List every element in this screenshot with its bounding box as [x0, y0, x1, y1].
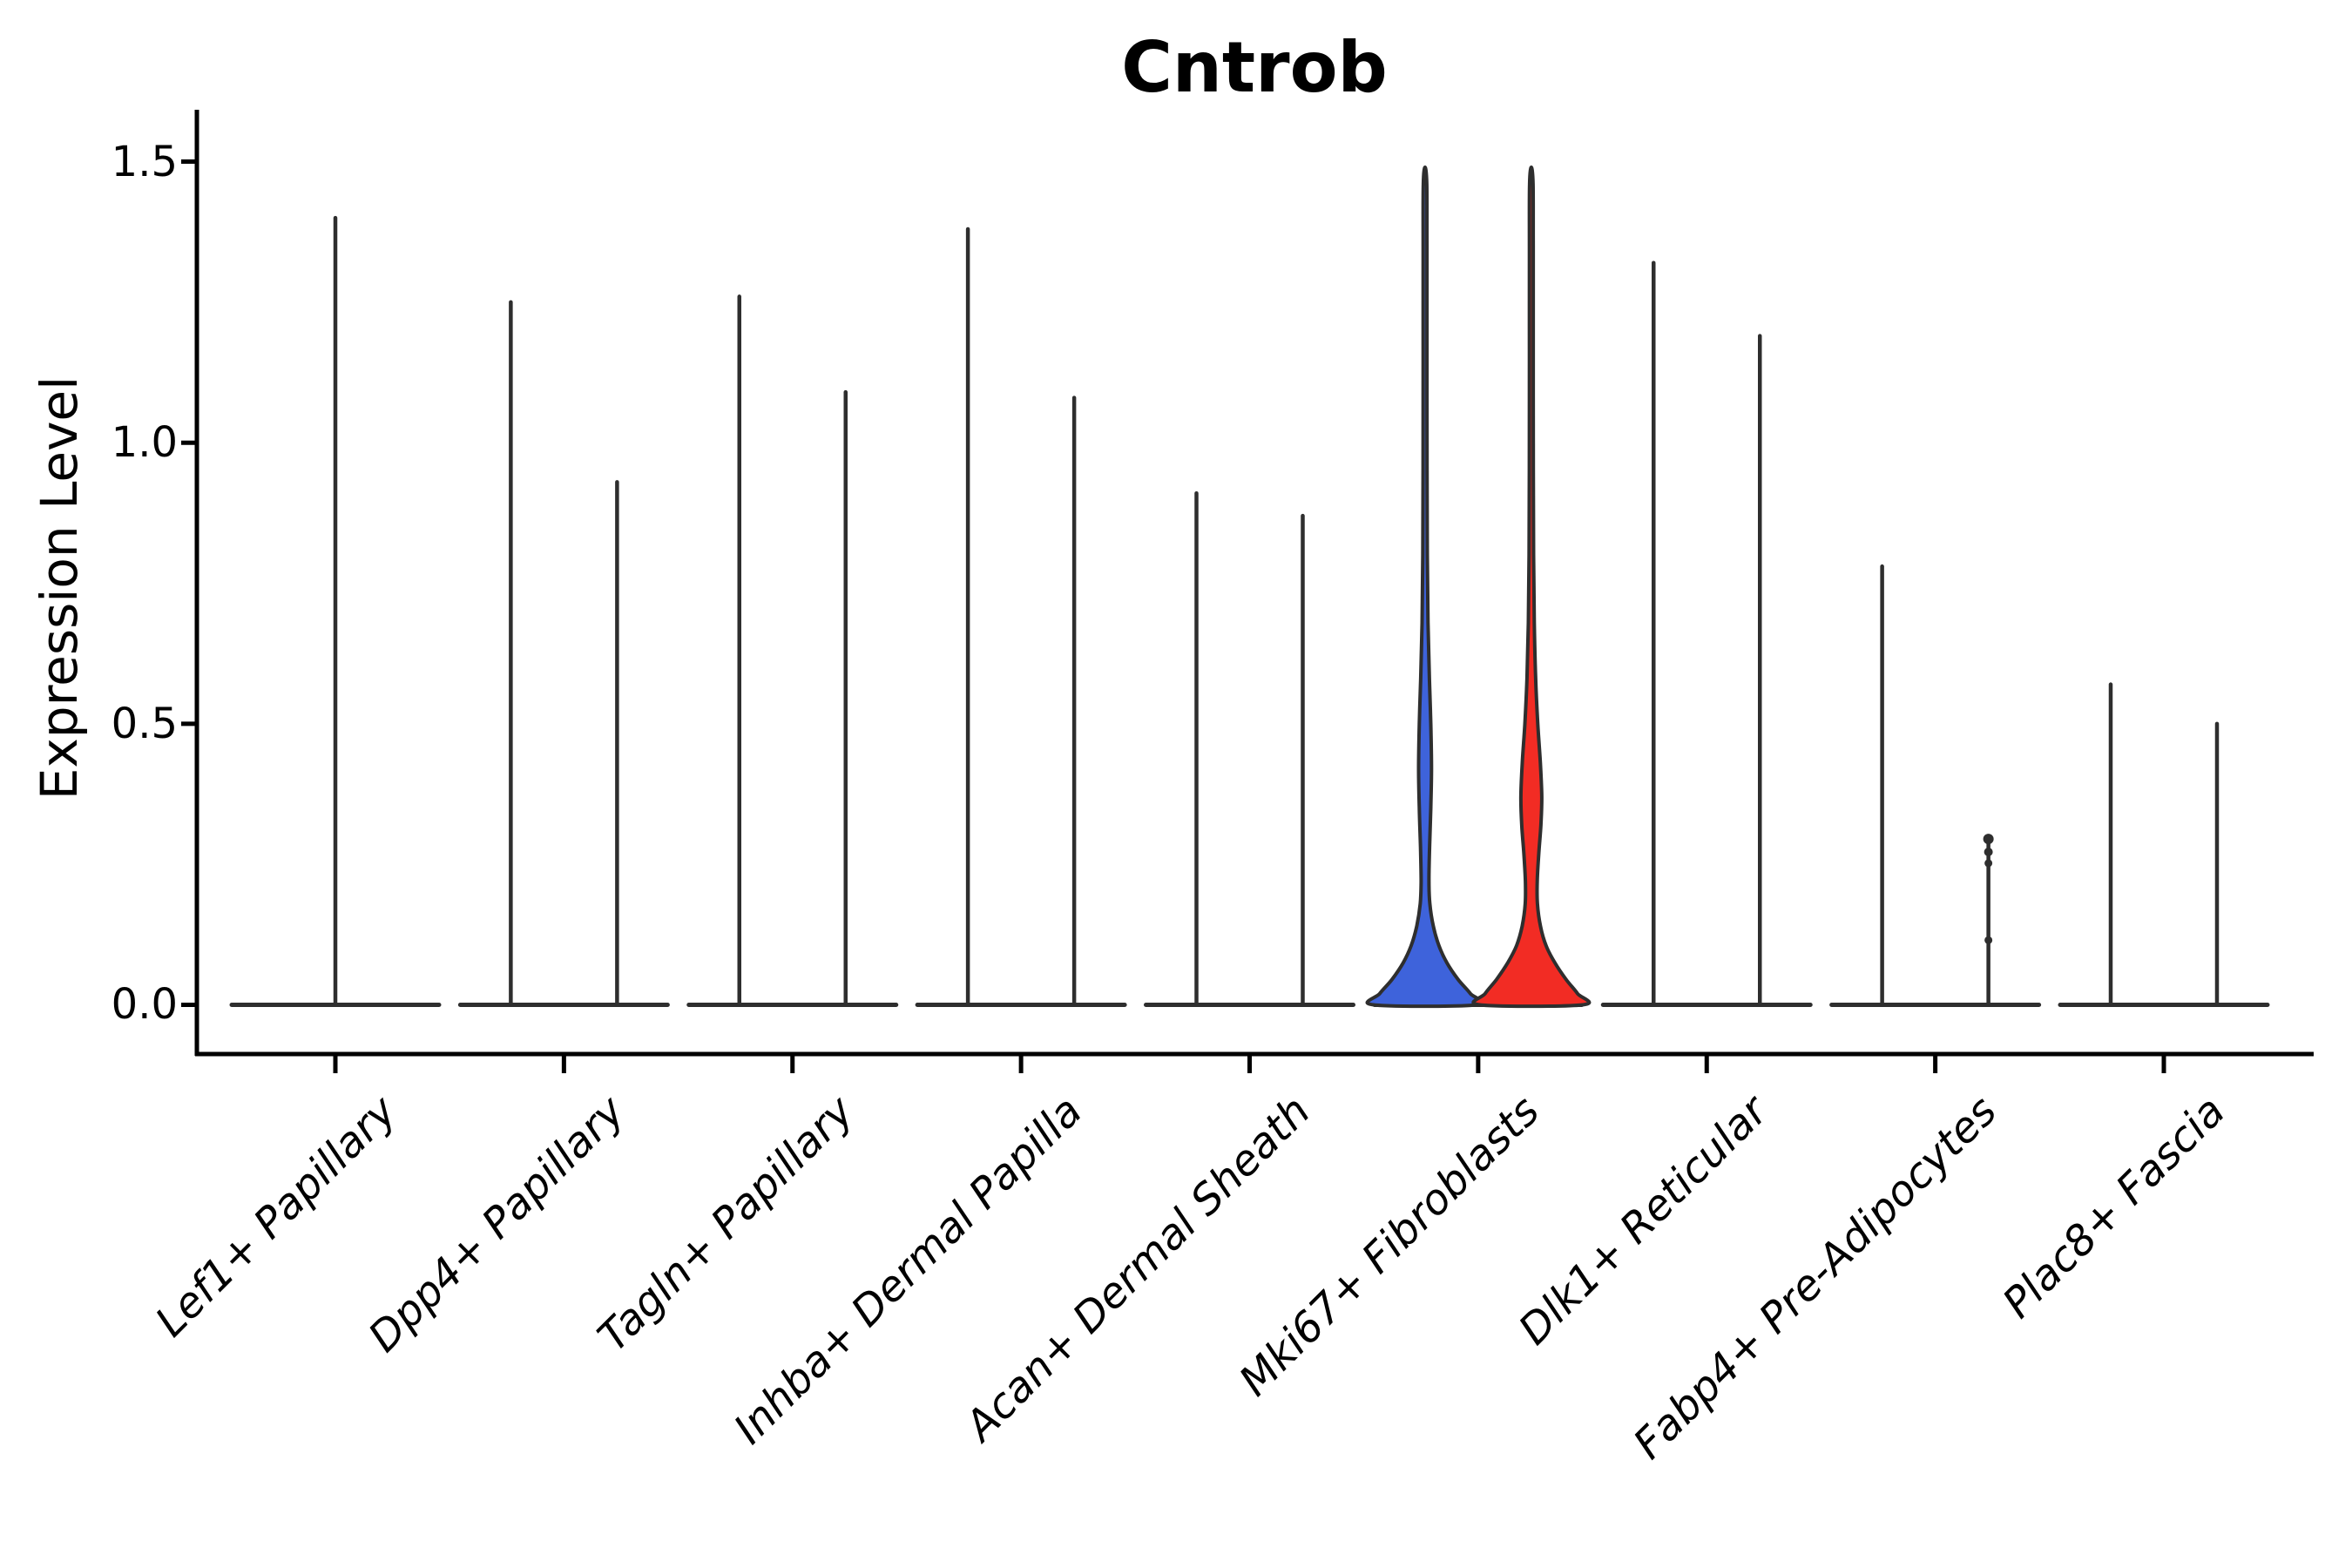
plot-title: Cntrob: [1121, 27, 1388, 108]
expression-dot: [1983, 834, 1994, 845]
violin-body: [1471, 166, 1592, 1009]
violin-body: [1365, 166, 1485, 1009]
y-tick-label: 1.5: [111, 138, 178, 186]
y-tick-label: 0.0: [111, 980, 178, 1029]
expression-dot: [1984, 859, 1993, 868]
expression-dot: [1984, 847, 1993, 856]
expression-dot: [1984, 936, 1993, 944]
y-tick-label: 1.0: [111, 418, 178, 467]
y-tick-label: 0.5: [111, 700, 178, 748]
